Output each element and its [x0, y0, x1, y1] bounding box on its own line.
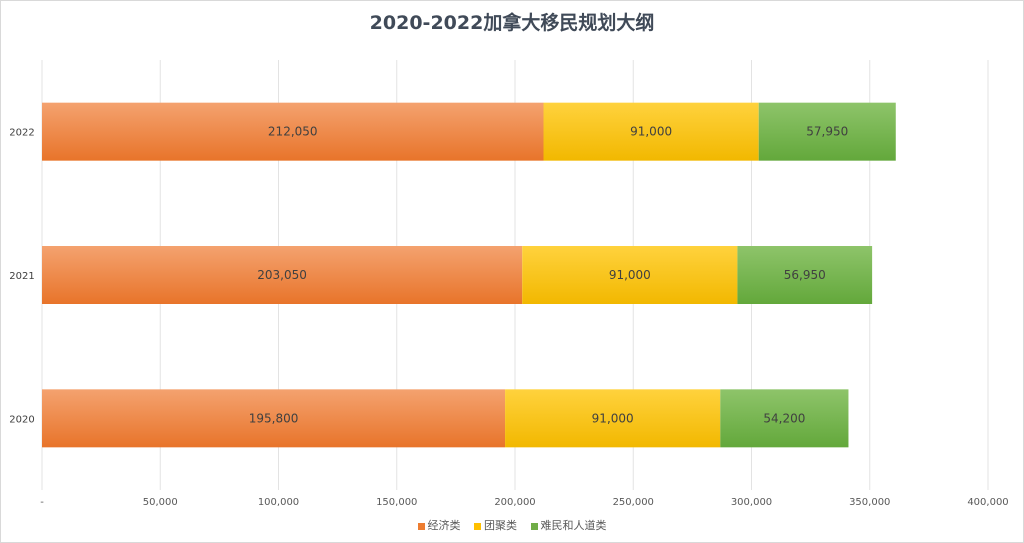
bar-segment — [758, 102, 896, 161]
x-axis-ticks: - 50,000 100,000 150,000 200,000 250,000 300,0… — [40, 497, 1008, 508]
y-axis-categories: 2020 2021 2022 — [9, 128, 34, 426]
legend-item-family: 团聚类 — [474, 517, 517, 533]
x-tick-label: 50,000 — [143, 497, 178, 508]
data-label: 91,000 — [592, 411, 634, 425]
category-label: 2021 — [9, 271, 34, 282]
legend-item-refugee: 难民和人道类 — [530, 517, 607, 533]
data-label: 212,050 — [268, 125, 318, 139]
legend-swatch — [417, 522, 425, 530]
x-tick-label: - — [40, 497, 44, 508]
legend-swatch — [474, 522, 481, 530]
legend: 经济类 团聚类 难民和人道类 — [0, 517, 1024, 533]
x-tick-label: 350,000 — [849, 497, 890, 508]
bar-segment — [42, 246, 523, 304]
legend-label: 团聚类 — [484, 519, 517, 532]
x-tick-label: 100,000 — [258, 497, 299, 508]
data-label: 57,950 — [806, 125, 848, 139]
bar-segment — [737, 246, 873, 304]
category-label: 2022 — [9, 128, 34, 139]
chart-title: 2020-2022加拿大移民规划大纲 — [369, 12, 655, 34]
x-tick-label: 250,000 — [613, 497, 654, 508]
bar-segment — [543, 102, 759, 161]
legend-label: 经济类 — [427, 519, 461, 532]
data-label: 54,200 — [763, 411, 805, 425]
bar-segment — [42, 389, 506, 448]
category-label: 2020 — [9, 414, 34, 425]
bar-segment — [505, 389, 721, 448]
x-tick-label: 150,000 — [376, 497, 417, 508]
data-label: 91,000 — [630, 125, 672, 139]
legend-item-economic: 经济类 — [417, 517, 461, 533]
data-label: 203,050 — [257, 268, 307, 282]
bar-segment — [720, 389, 849, 448]
legend-label: 难民和人道类 — [540, 519, 607, 532]
x-tick-label: 400,000 — [967, 497, 1008, 508]
data-label: 195,800 — [249, 411, 299, 425]
data-label: 91,000 — [609, 268, 651, 282]
bars: 195,800 91,000 54,200 203,050 91,000 56,950 21… — [42, 102, 896, 448]
data-label: 56,950 — [784, 268, 826, 282]
legend-swatch — [530, 522, 538, 530]
x-tick-label: 200,000 — [494, 497, 535, 508]
bar-segment — [42, 102, 544, 161]
x-tick-label: 300,000 — [731, 497, 772, 508]
bar-segment — [522, 246, 738, 304]
